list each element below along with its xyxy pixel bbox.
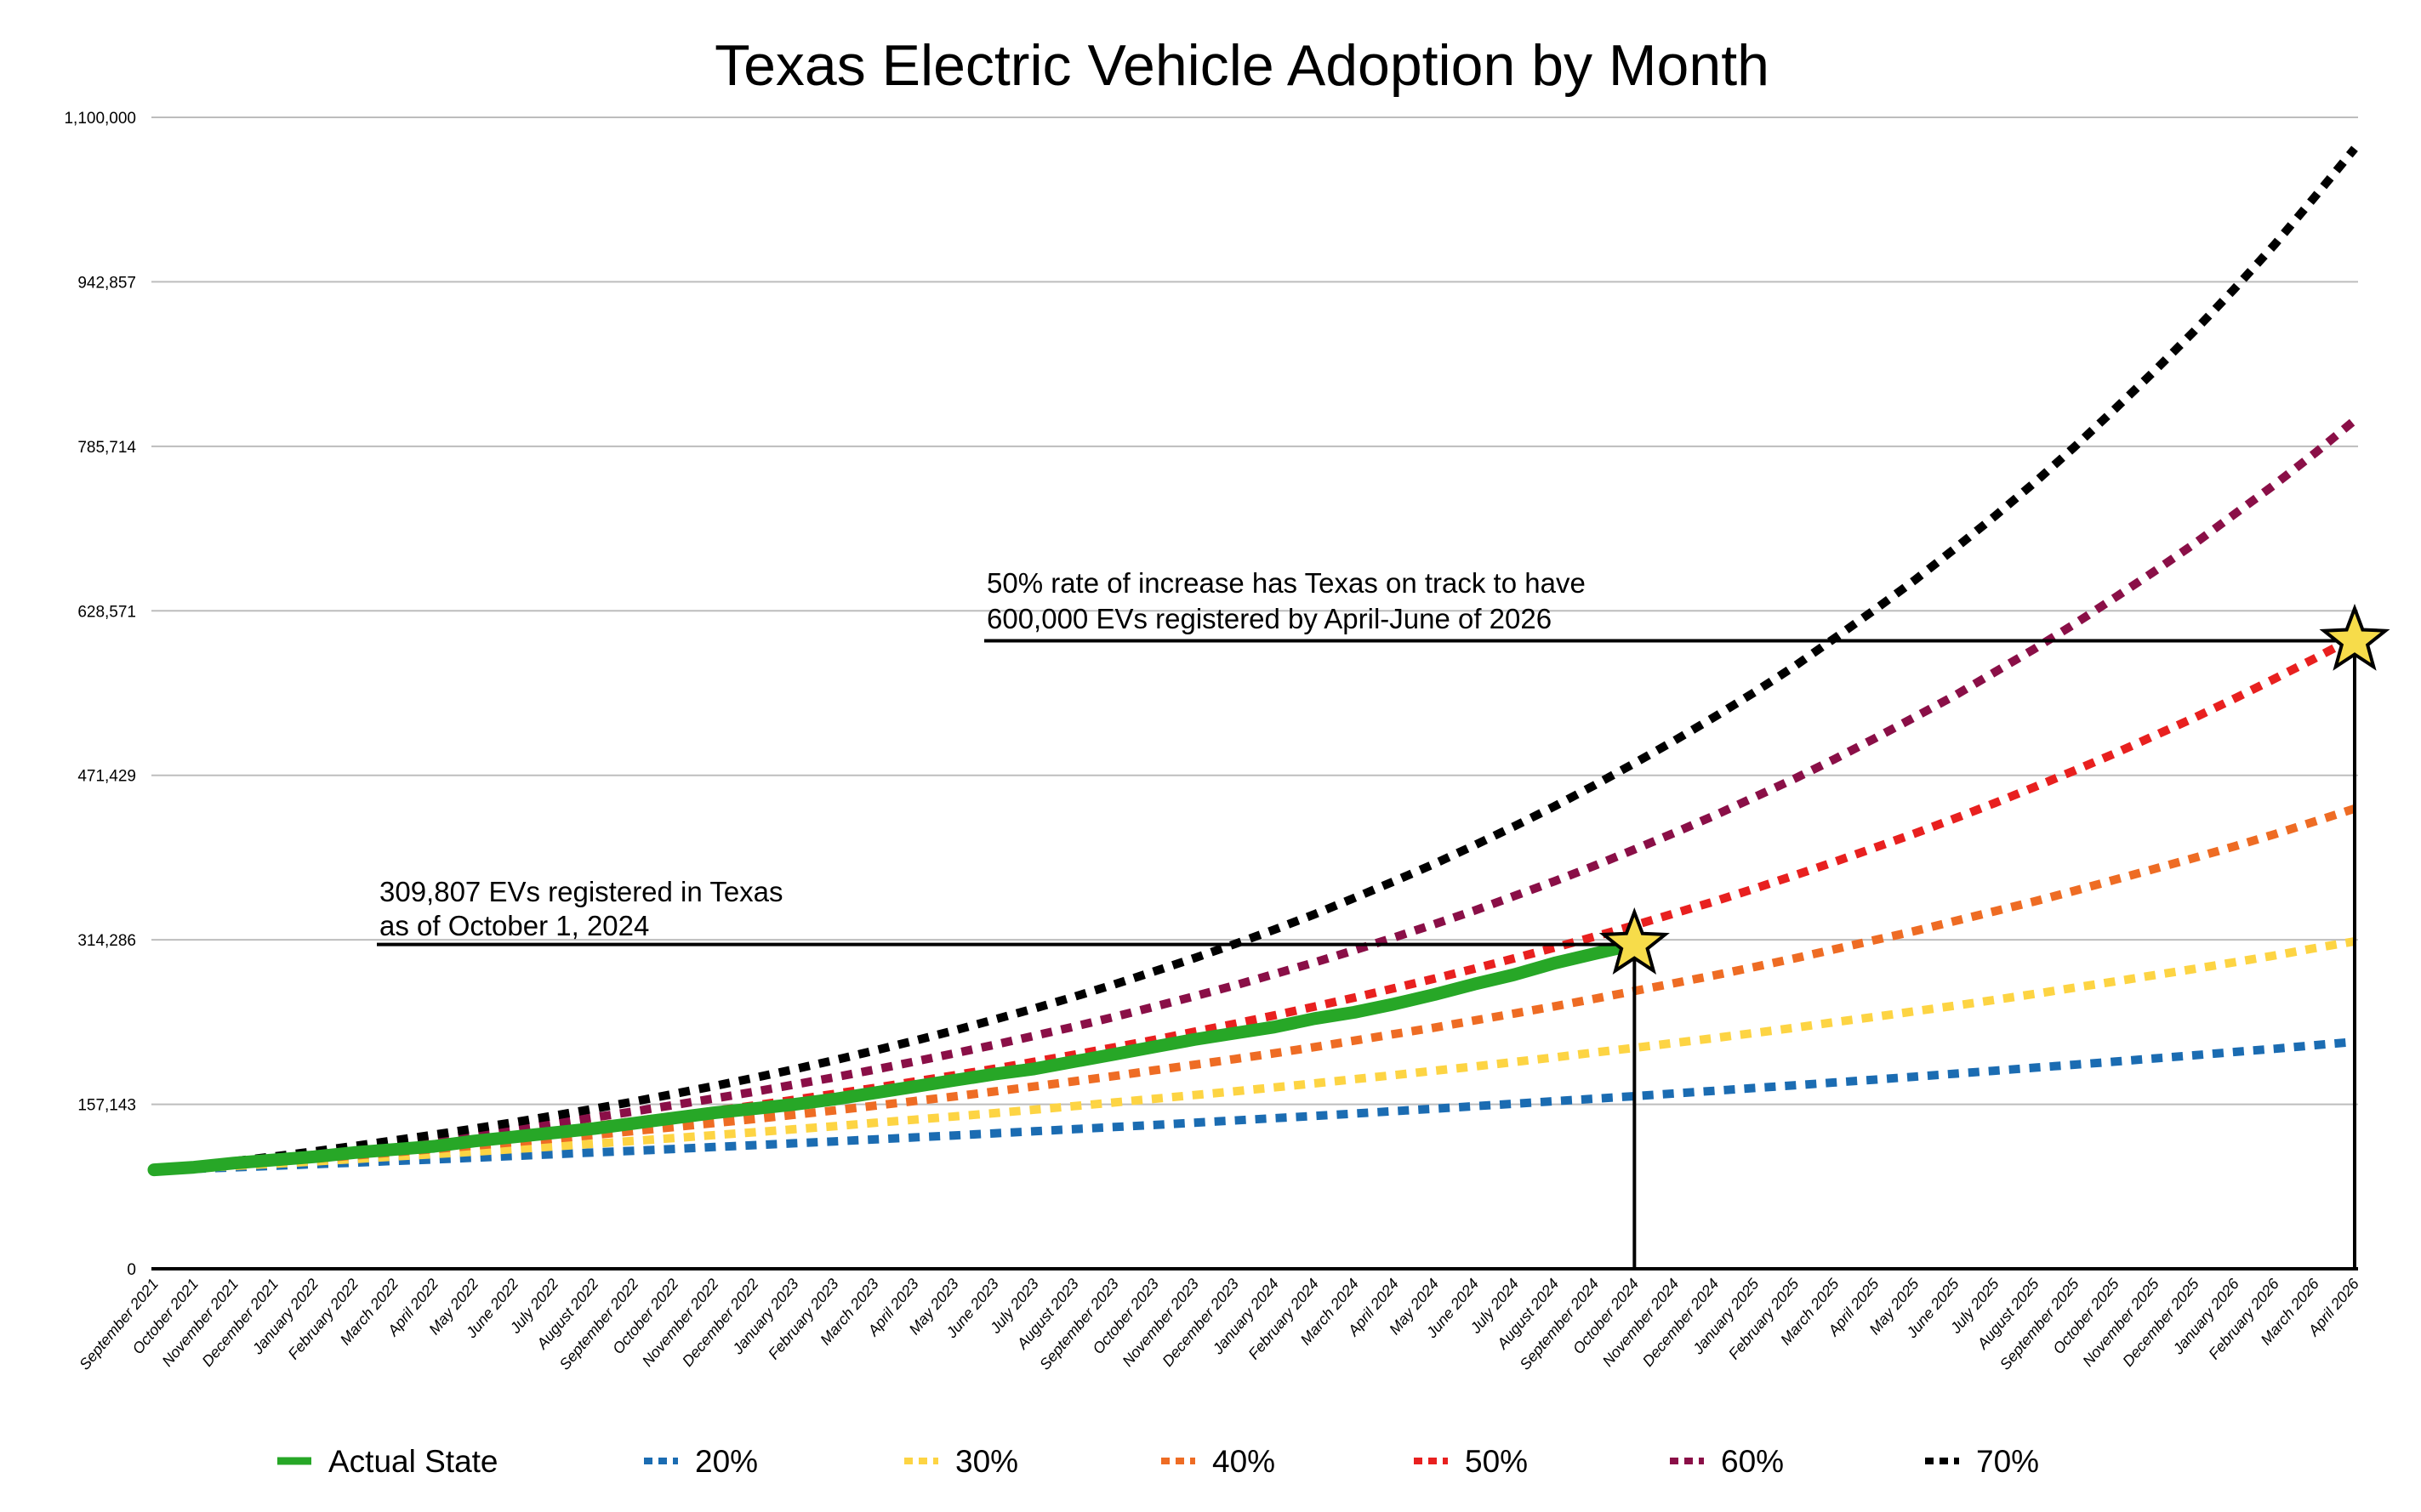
legend-item: 50% <box>1414 1444 1528 1479</box>
legend-label: 40% <box>1212 1444 1275 1479</box>
y-tick-label: 785,714 <box>77 439 136 457</box>
x-tick-label: February 2023 <box>765 1276 842 1363</box>
star-icon <box>1598 907 1670 975</box>
legend-item: 30% <box>904 1444 1018 1479</box>
annotation-current: 309,807 EVs registered in Texas as of Oc… <box>379 876 783 941</box>
legend: Actual State 20% 30% 40% 50% 60% 70% <box>277 1444 2039 1479</box>
annotation-projection: 50% rate of increase has Texas on track … <box>987 567 1586 634</box>
series-line-30-percent <box>153 937 2355 1175</box>
x-tick-label: February 2024 <box>1245 1276 1323 1363</box>
x-tick-label: February 2022 <box>285 1276 362 1363</box>
legend-item: 20% <box>644 1444 758 1479</box>
annotation-projection-line1: 50% rate of increase has Texas on track … <box>987 567 1586 599</box>
x-tick-label: February 2025 <box>1725 1275 1803 1362</box>
series-line-actual-state <box>147 938 1641 1177</box>
legend-label: 60% <box>1721 1444 1784 1479</box>
annotation-projection-line2: 600,000 EVs registered by April-June of … <box>987 603 1552 634</box>
legend-label: 50% <box>1465 1444 1528 1479</box>
y-tick-label: 942,857 <box>77 274 136 292</box>
y-tick-label: 1,100,000 <box>64 110 136 128</box>
series-line-40-percent <box>153 804 2356 1175</box>
annotation-current-line1: 309,807 EVs registered in Texas <box>379 876 783 907</box>
legend-label: 30% <box>955 1444 1018 1479</box>
legend-item: 70% <box>1925 1444 2039 1479</box>
legend-item: 60% <box>1670 1444 1784 1479</box>
y-tick-label: 628,571 <box>77 603 136 621</box>
series-line-60-percent <box>153 417 2358 1175</box>
legend-item: Actual State <box>277 1444 498 1479</box>
legend-label: 20% <box>695 1444 758 1479</box>
chart-title: Texas Electric Vehicle Adoption by Month <box>715 33 1769 98</box>
star-icon <box>2319 603 2390 671</box>
annotation-current-line2: as of October 1, 2024 <box>379 910 649 941</box>
x-tick-label: February 2026 <box>2205 1275 2282 1362</box>
y-axis-ticks: 0 157,143 314,286 471,429 628,571 785,714 942,… <box>64 110 136 1279</box>
annotations: 309,807 EVs registered in Texas as of Oc… <box>377 567 2390 1269</box>
legend-label: Actual State <box>328 1444 498 1479</box>
series-lines <box>147 145 2358 1177</box>
series-line-70-percent <box>153 145 2358 1175</box>
y-tick-label: 314,286 <box>77 932 136 950</box>
legend-item: 40% <box>1161 1444 1275 1479</box>
y-tick-label: 471,429 <box>77 768 136 786</box>
gridlines <box>151 117 2358 1270</box>
y-tick-label: 0 <box>127 1261 136 1279</box>
y-tick-label: 157,143 <box>77 1097 136 1115</box>
legend-label: 70% <box>1976 1444 2039 1479</box>
